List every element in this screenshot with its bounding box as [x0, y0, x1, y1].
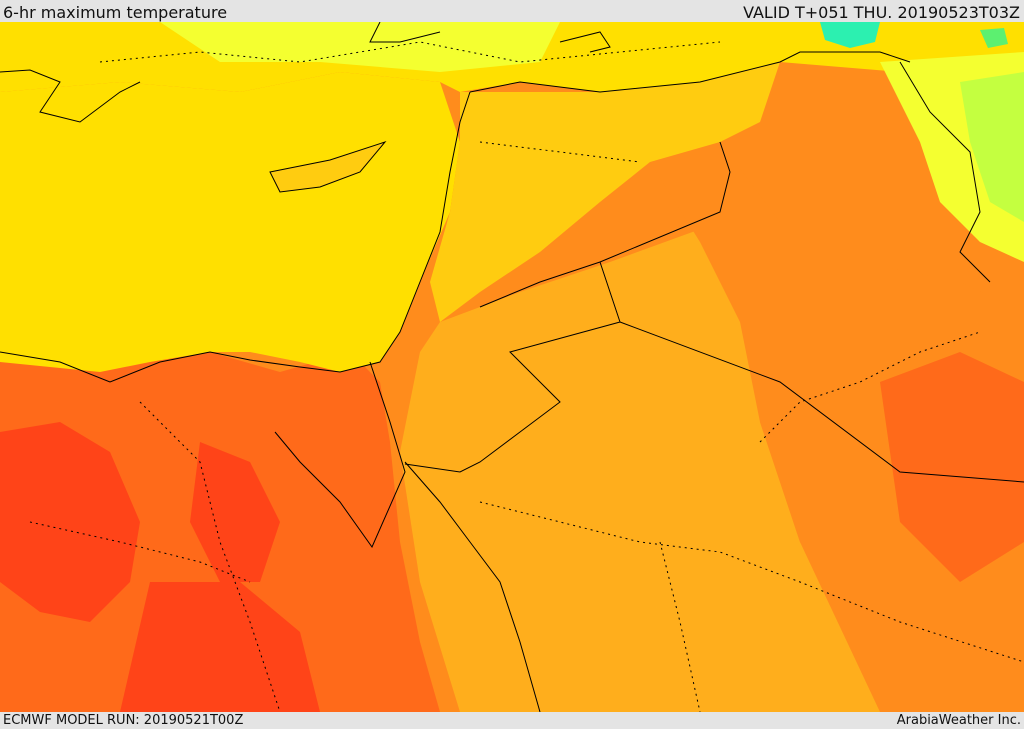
cyprus-outline	[269, 140, 387, 193]
mediterranean-sea	[0, 72, 460, 372]
country-borders	[0, 22, 1024, 712]
header-bar: 6-hr maximum temperature VALID T+051 THU…	[0, 0, 1024, 22]
model-run-label: ECMWF MODEL RUN: 20190521T00Z	[3, 713, 244, 728]
map-title: 6-hr maximum temperature	[3, 3, 228, 22]
anatolia-light-yellow	[160, 22, 560, 72]
admin-boundaries	[29, 41, 1024, 712]
caucasus-cool-spot	[820, 22, 880, 48]
sudan-hot-pocket	[120, 582, 320, 712]
gulf-orange-red-core	[880, 352, 1024, 582]
syria-temperature-field	[430, 62, 780, 322]
sinai-hot-pocket	[190, 442, 280, 582]
valid-time-label: VALID T+051 THU. 20190523T03Z	[743, 3, 1020, 22]
credit-label: ArabiaWeather Inc.	[896, 713, 1021, 728]
iran-green-patch	[980, 28, 1008, 48]
footer-bar: ECMWF MODEL RUN: 20190521T00Z ArabiaWeat…	[0, 712, 1024, 729]
temperature-map[interactable]	[0, 22, 1024, 712]
iran-green-area	[960, 72, 1024, 222]
temperature-map-svg	[0, 22, 1024, 712]
egypt-hot-core	[0, 422, 140, 622]
iraq-orange-band	[650, 142, 1024, 712]
